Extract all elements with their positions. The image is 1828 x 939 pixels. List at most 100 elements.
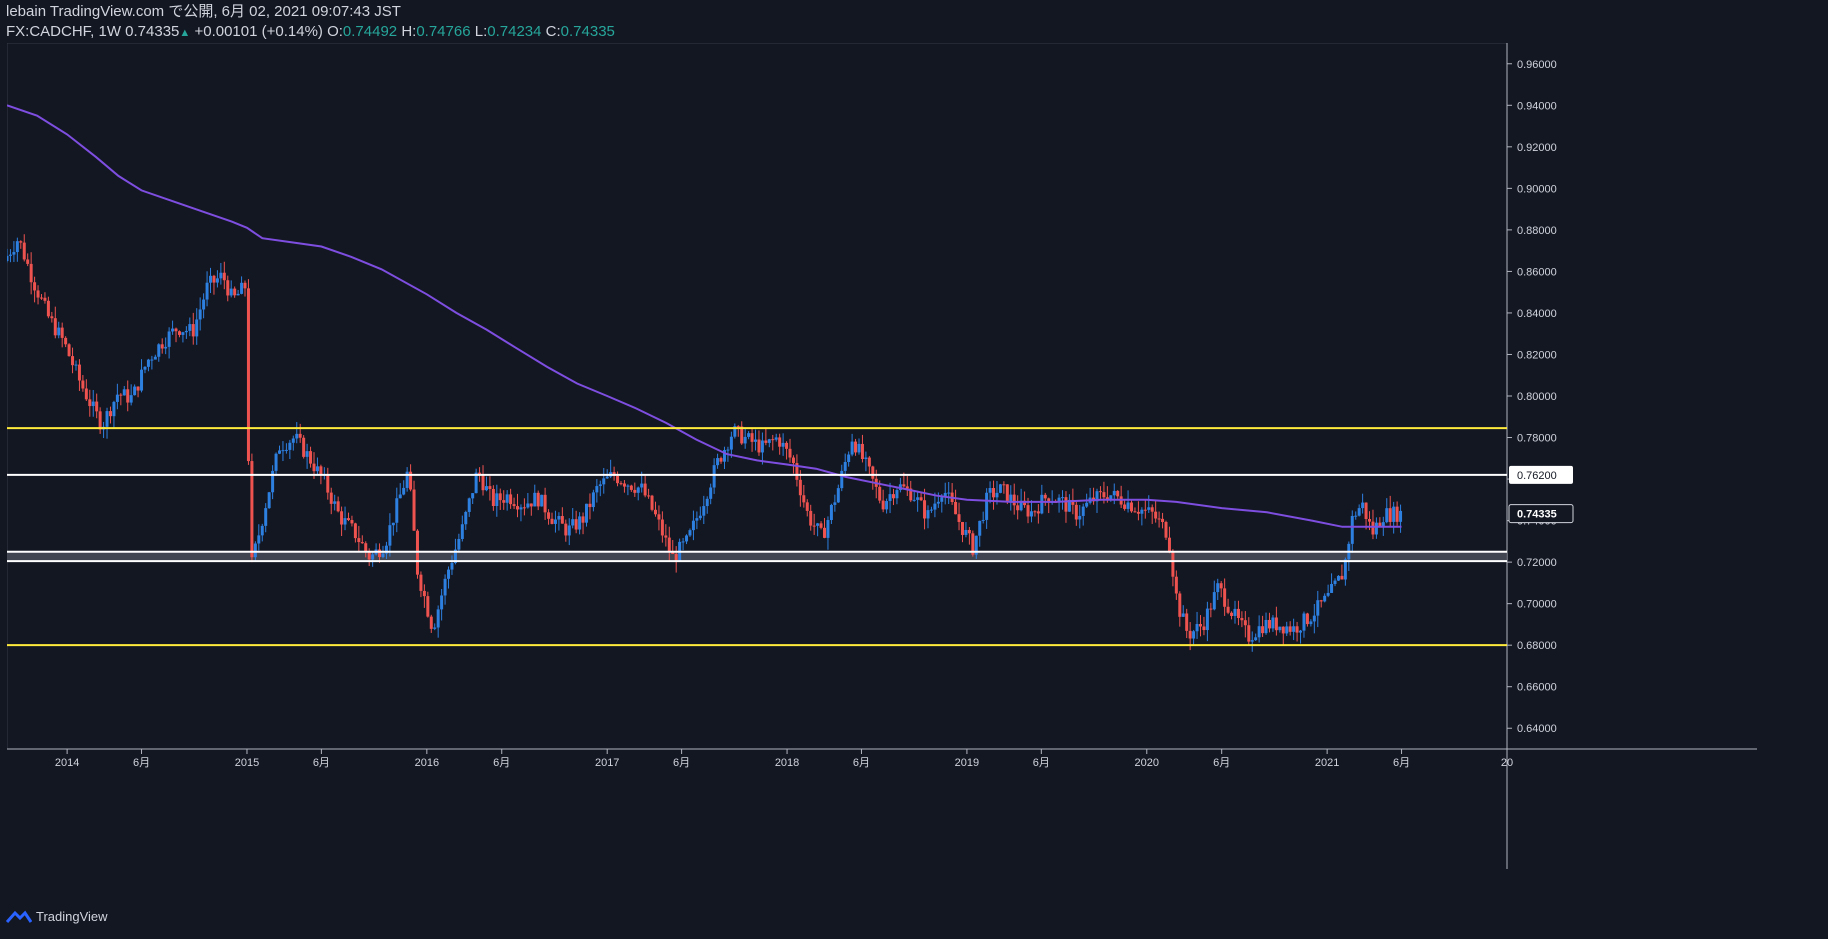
candle-body — [319, 466, 323, 476]
candle — [550, 512, 554, 525]
candle — [1219, 581, 1223, 598]
candle-body — [819, 523, 823, 528]
candle-body — [46, 300, 50, 317]
candle-body — [153, 356, 157, 360]
candle-body — [867, 457, 871, 467]
candle — [981, 511, 985, 524]
candle — [46, 296, 50, 319]
candle — [343, 506, 347, 531]
candle — [212, 274, 216, 295]
candle — [1312, 603, 1316, 634]
candle — [1040, 484, 1044, 515]
candle — [729, 431, 733, 458]
candle-body — [681, 541, 685, 543]
candle-body — [405, 471, 409, 488]
candle — [1302, 611, 1306, 638]
candle-body — [371, 554, 375, 560]
level-price-tag — [1509, 465, 1573, 484]
candle-body — [367, 551, 371, 560]
candle-body — [778, 437, 782, 447]
candle-body — [1371, 521, 1375, 535]
candle — [302, 435, 306, 459]
candle — [1285, 621, 1289, 637]
candle — [350, 515, 354, 527]
candle — [1340, 564, 1344, 580]
candle — [1212, 580, 1216, 611]
candle-body — [1364, 502, 1368, 520]
candle-body — [133, 386, 137, 396]
candle-body — [202, 299, 206, 310]
candle-body — [246, 288, 250, 462]
candle-body — [1264, 619, 1268, 634]
candle-body — [177, 331, 181, 335]
candle — [1067, 494, 1071, 512]
candle — [364, 541, 368, 558]
candle — [1361, 493, 1365, 514]
candle — [398, 483, 402, 499]
candle — [274, 452, 278, 476]
candle — [660, 511, 664, 543]
candle-body — [664, 535, 668, 538]
candle — [1161, 512, 1165, 529]
price-chart[interactable]: 0.96000 0.94000 0.92000 0.90000 0.88000 0.860… — [7, 43, 1757, 869]
candle-body — [164, 346, 168, 349]
candle-body — [209, 275, 213, 283]
candle-body — [516, 506, 520, 510]
candle-body — [1005, 484, 1009, 502]
footer-brand[interactable]: TradingView — [6, 909, 108, 924]
candle-body — [674, 554, 678, 561]
candle — [1150, 504, 1154, 524]
candle — [619, 481, 623, 486]
candle — [209, 267, 213, 294]
candle — [1385, 498, 1389, 524]
candle — [215, 270, 219, 288]
candle — [1009, 485, 1013, 511]
candle-body — [1340, 575, 1344, 580]
candle — [309, 446, 313, 468]
candle — [960, 521, 964, 543]
candle-body — [1095, 491, 1099, 502]
candle-body — [1157, 518, 1161, 520]
candle — [298, 423, 302, 443]
candle-body — [619, 483, 623, 485]
candle — [509, 488, 513, 509]
candle — [108, 406, 112, 424]
candle-body — [26, 259, 30, 264]
candle — [140, 359, 144, 393]
candle — [229, 280, 233, 298]
candle — [857, 438, 861, 455]
candle — [8, 249, 12, 263]
candle — [1388, 495, 1392, 527]
candle — [850, 433, 854, 457]
candle-body — [346, 518, 350, 521]
candle — [64, 336, 68, 348]
x-tick-label: 2016 — [415, 757, 439, 769]
candle-body — [912, 499, 916, 501]
candle-body — [585, 503, 589, 523]
candle — [102, 421, 106, 439]
candle — [978, 520, 982, 547]
candle — [160, 338, 164, 354]
candle — [495, 484, 499, 517]
candle — [488, 476, 492, 501]
candle — [71, 347, 75, 374]
candle-body — [281, 450, 285, 452]
candle-body — [122, 389, 126, 396]
candle — [950, 483, 954, 505]
candle-body — [1105, 497, 1109, 500]
candle-body — [1167, 537, 1171, 552]
candle — [374, 543, 378, 556]
candle — [681, 537, 685, 551]
candle-body — [288, 442, 292, 450]
candle-body — [395, 498, 399, 523]
candle — [522, 498, 526, 516]
candle — [816, 522, 820, 537]
candle — [222, 261, 226, 290]
candle-body — [1385, 508, 1389, 523]
candle-body — [971, 533, 975, 555]
last-price-tag — [1508, 504, 1574, 524]
candle-body — [871, 466, 875, 479]
candle-body — [695, 518, 699, 521]
chart-area[interactable]: 0.96000 0.94000 0.92000 0.90000 0.88000 0.860… — [7, 43, 1757, 869]
candle-body — [1299, 630, 1303, 633]
